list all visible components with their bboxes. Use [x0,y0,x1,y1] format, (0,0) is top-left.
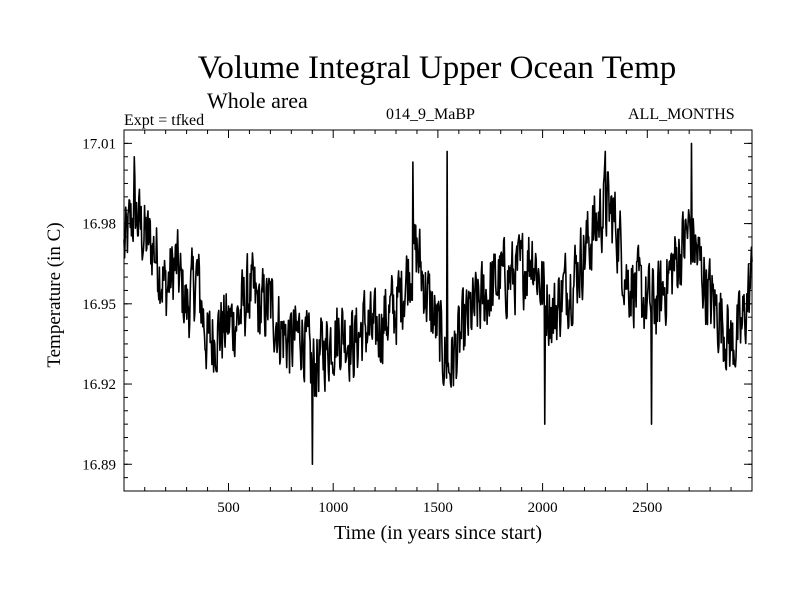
x-tick-label: 1500 [423,500,453,516]
months-label: ALL_MONTHS [628,106,735,123]
x-tick-label: 2500 [632,500,662,516]
y-tick-label: 17.01 [82,136,116,152]
y-tick-label: 16.92 [82,377,116,393]
y-tick-label: 16.89 [82,457,116,473]
temperature-series-line [123,142,753,466]
x-tick-label: 1000 [318,500,348,516]
y-tick-label: 16.98 [82,217,116,233]
x-axis-label: Time (in years since start) [333,522,543,544]
experiment-label: Expt = tfked [124,112,205,129]
run-id-label: 014_9_MaBP [386,106,475,123]
y-tick-label: 16.95 [82,297,116,313]
chart-subtitle: Whole area [207,88,308,113]
x-tick-label: 500 [217,500,240,516]
x-tick-label: 2000 [528,500,558,516]
chart-title: Volume Integral Upper Ocean Temp [197,50,677,86]
